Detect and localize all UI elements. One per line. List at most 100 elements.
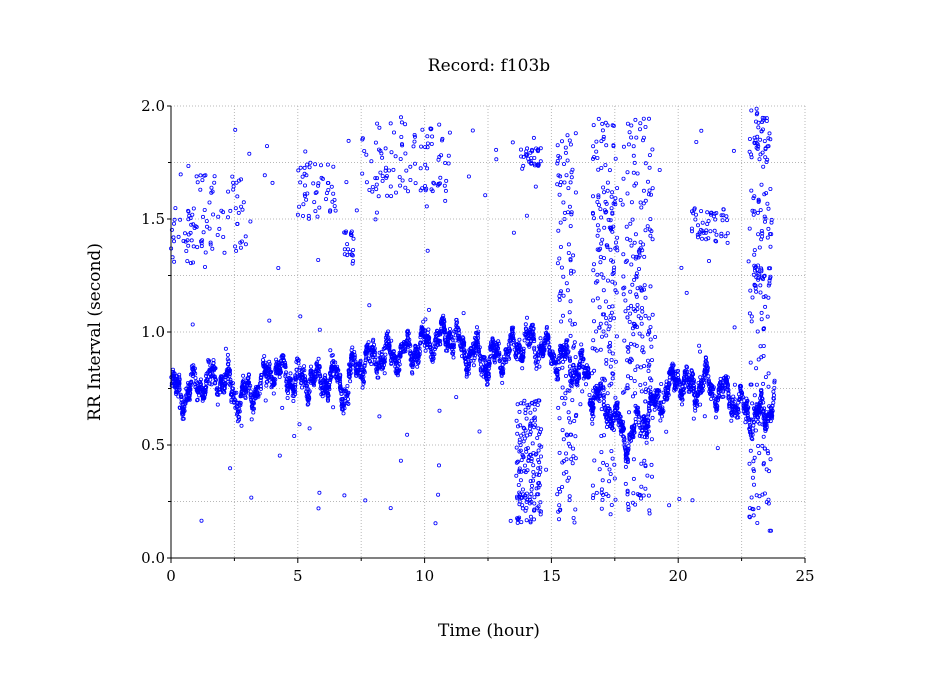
data-point [747,311,752,316]
data-point [199,385,204,390]
data-point [403,151,408,156]
data-point [591,123,596,128]
data-point [756,125,761,130]
data-point [634,135,639,140]
data-point [559,265,564,270]
data-point [574,365,579,370]
data-point [380,178,385,183]
data-point [558,349,563,354]
data-point [543,341,548,346]
data-point [564,469,569,474]
data-point [599,450,604,455]
data-point [766,295,771,300]
data-point [648,325,653,330]
data-point [514,354,519,359]
data-point [390,351,395,356]
data-point [762,139,767,144]
data-point [600,237,605,242]
data-point [305,162,310,167]
data-point [607,349,612,354]
data-point [749,188,754,193]
data-point [213,381,218,386]
data-point [348,355,353,360]
data-point [274,357,279,362]
data-point [629,135,634,140]
data-point [441,325,446,330]
data-point [361,381,366,386]
data-point [391,167,396,172]
data-point [715,446,720,451]
data-point [243,242,248,247]
data-point [565,158,570,163]
data-point [344,180,349,185]
data-point [448,343,453,348]
data-point [571,363,576,368]
data-point [238,403,243,408]
data-point [607,304,612,309]
data-point [572,340,577,345]
data-point [649,192,654,197]
data-point [756,505,761,510]
data-point [230,174,235,179]
data-point [304,383,309,388]
data-point [532,407,537,412]
data-point [345,383,350,388]
data-point [754,382,759,387]
data-point [646,493,651,498]
data-point [531,469,536,474]
data-point [195,245,200,250]
data-point [632,277,637,282]
data-point [405,432,410,437]
data-point [532,495,537,500]
data-point [215,232,220,237]
data-point [680,402,685,407]
data-point [388,121,393,126]
data-point [347,374,352,379]
data-point [374,182,379,187]
data-point [475,333,480,338]
data-point [383,165,388,170]
data-point [475,331,480,336]
data-point [222,250,227,255]
data-point [385,331,390,336]
data-point [647,153,652,158]
data-point [317,490,322,495]
data-point [386,329,391,334]
data-point [349,362,354,367]
data-point [631,170,636,175]
x-ticks: 0 5 10 15 20 25 [166,558,815,585]
data-point [375,121,380,126]
data-point [628,341,633,346]
data-point [698,375,703,380]
data-point [206,358,211,363]
data-point [336,375,341,380]
data-point [647,508,652,513]
data-point [416,360,421,365]
data-point [226,366,231,371]
data-point [522,436,527,441]
data-point [267,359,272,364]
data-point [425,134,430,139]
data-point [556,359,561,364]
data-point [559,319,564,324]
data-point [600,334,605,339]
data-point [184,397,189,402]
data-point [211,361,216,366]
data-point [408,164,413,169]
data-point [495,352,500,357]
data-point [714,232,719,237]
data-point [350,345,355,350]
data-point [203,389,208,394]
data-point [373,362,378,367]
data-point [532,517,537,522]
data-point [364,180,369,185]
data-point [759,228,764,233]
data-point [391,130,396,135]
data-point [313,369,318,374]
data-point [498,366,503,371]
data-point [637,433,642,438]
data-point [298,180,303,185]
data-point [606,278,611,283]
data-point [184,248,189,253]
data-point [642,363,647,368]
